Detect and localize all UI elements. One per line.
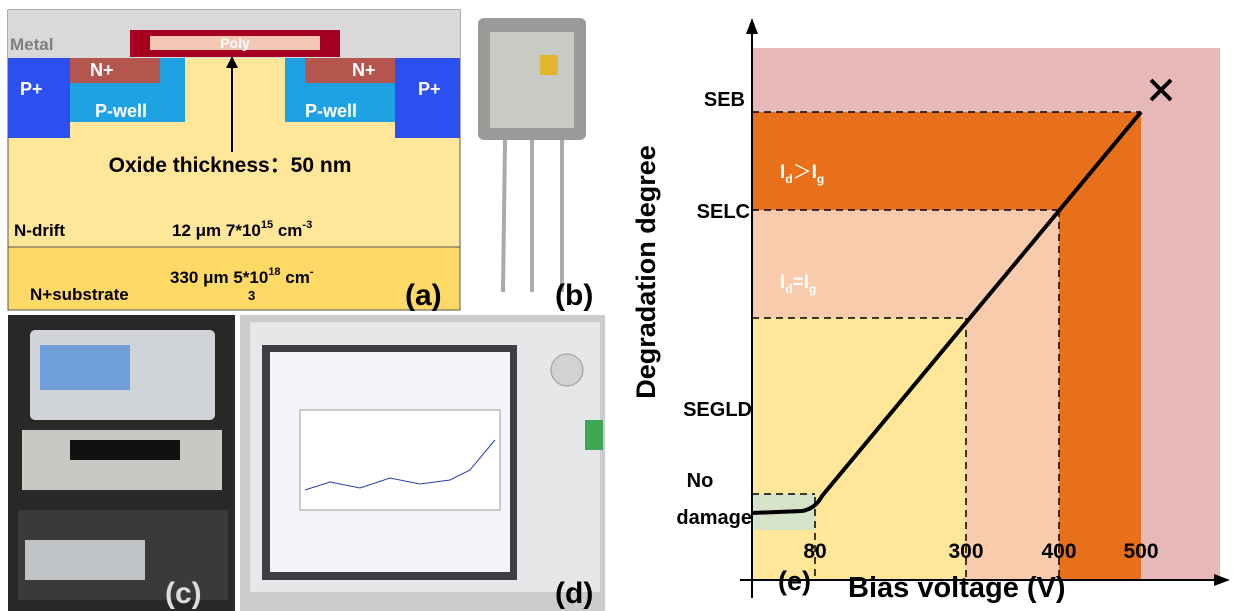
x-axis-arrow <box>1214 574 1230 586</box>
x-tick-label: 400 <box>1041 540 1076 563</box>
poly-label: Poly <box>220 35 250 51</box>
drift-label: N-drift <box>14 221 65 240</box>
level-label: SELC <box>697 201 750 223</box>
device-die <box>540 55 558 75</box>
panel-e: SEB SELC SEGLD No damage Id＞Ig Id=Ig Deg… <box>631 18 1230 604</box>
x-tick-label: 80 <box>803 540 826 563</box>
y-axis-arrow <box>746 18 758 34</box>
panel-tag: (a) <box>405 279 442 312</box>
n-plus-left <box>70 58 160 83</box>
substrate-label: N+substrate <box>30 285 129 304</box>
drift-spec: 12 μm 7*1015 cm-3 <box>172 219 312 240</box>
p-well-label: P-well <box>305 101 357 121</box>
n-plus-label: N+ <box>352 60 376 80</box>
x-tick-label: 300 <box>948 540 983 563</box>
lead <box>503 140 505 292</box>
level-label: SEB <box>704 89 745 111</box>
figure: Metal Poly P+ P+ N+ N+ P-well P-well Oxi… <box>0 0 1235 611</box>
oxide-label: Oxide thickness：50 nm <box>109 154 352 177</box>
level-label: SEGLD <box>683 399 752 421</box>
multimeter-screen <box>40 345 130 390</box>
panel-c: (c) <box>8 315 235 611</box>
power-keys <box>25 540 145 580</box>
panel-d: (d) <box>240 315 605 611</box>
p-well-label: P-well <box>95 101 147 121</box>
panel-tag: (b) <box>555 279 593 312</box>
x-tick-label: 500 <box>1123 540 1158 563</box>
y-axis-title: Degradation degree <box>631 145 661 399</box>
panel-tag: (e) <box>778 566 811 596</box>
screen-plot <box>300 410 500 510</box>
knob <box>551 354 583 386</box>
substrate-spec: 330 μm 5*1018 cm- <box>170 266 314 287</box>
device-cavity <box>490 32 574 128</box>
panel-a: Metal Poly P+ P+ N+ N+ P-well P-well Oxi… <box>8 10 460 312</box>
panel-b: (b) <box>470 10 605 312</box>
n-plus-right <box>305 58 395 83</box>
n-plus-label: N+ <box>90 60 114 80</box>
x-axis-title: Bias voltage (V) <box>848 572 1066 604</box>
p-plus-label: P+ <box>20 79 43 99</box>
panel-tag: (d) <box>555 577 593 610</box>
sticker <box>585 420 603 450</box>
page: {"panel_a": {"metal": "Metal", "poly": "… <box>0 0 1235 611</box>
substrate-spec-sub: 3 <box>248 288 255 303</box>
metal-label: Metal <box>10 35 53 54</box>
picoammeter-screen <box>70 440 180 460</box>
panel-tag: (c) <box>165 577 202 610</box>
p-plus-label: P+ <box>418 79 441 99</box>
level-label: No <box>687 470 714 492</box>
level-label: damage <box>676 507 752 529</box>
